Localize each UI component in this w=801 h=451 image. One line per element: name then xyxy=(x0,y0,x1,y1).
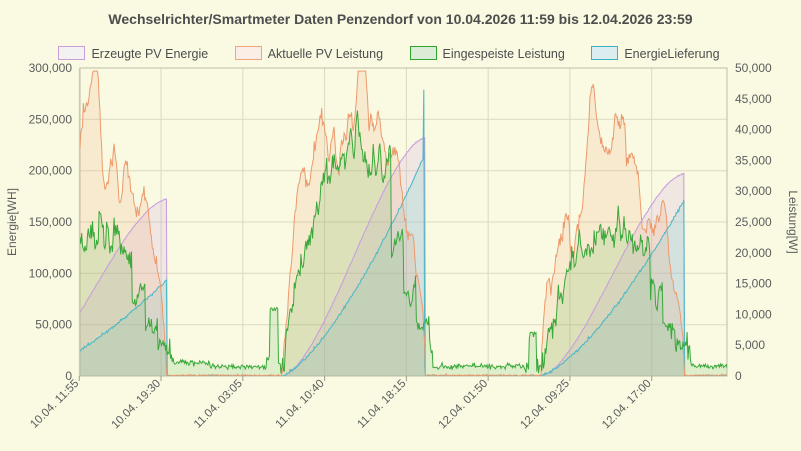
svg-text:0: 0 xyxy=(735,369,742,383)
svg-text:35,000: 35,000 xyxy=(735,153,772,167)
svg-text:25,000: 25,000 xyxy=(735,215,772,229)
svg-text:45,000: 45,000 xyxy=(735,92,772,106)
svg-text:5,000: 5,000 xyxy=(735,338,765,352)
svg-text:250,000: 250,000 xyxy=(29,112,73,126)
svg-text:50,000: 50,000 xyxy=(735,61,772,75)
svg-text:200,000: 200,000 xyxy=(29,164,73,178)
svg-text:Energie[WH]: Energie[WH] xyxy=(5,188,19,256)
svg-text:15,000: 15,000 xyxy=(735,277,772,291)
svg-text:100,000: 100,000 xyxy=(29,266,73,280)
svg-text:50,000: 50,000 xyxy=(35,318,72,332)
svg-text:300,000: 300,000 xyxy=(29,61,73,75)
svg-text:10,000: 10,000 xyxy=(735,307,772,321)
svg-text:40,000: 40,000 xyxy=(735,123,772,137)
svg-text:30,000: 30,000 xyxy=(735,184,772,198)
svg-text:20,000: 20,000 xyxy=(735,246,772,260)
svg-text:Leistung[W]: Leistung[W] xyxy=(786,190,800,253)
svg-text:150,000: 150,000 xyxy=(29,215,73,229)
